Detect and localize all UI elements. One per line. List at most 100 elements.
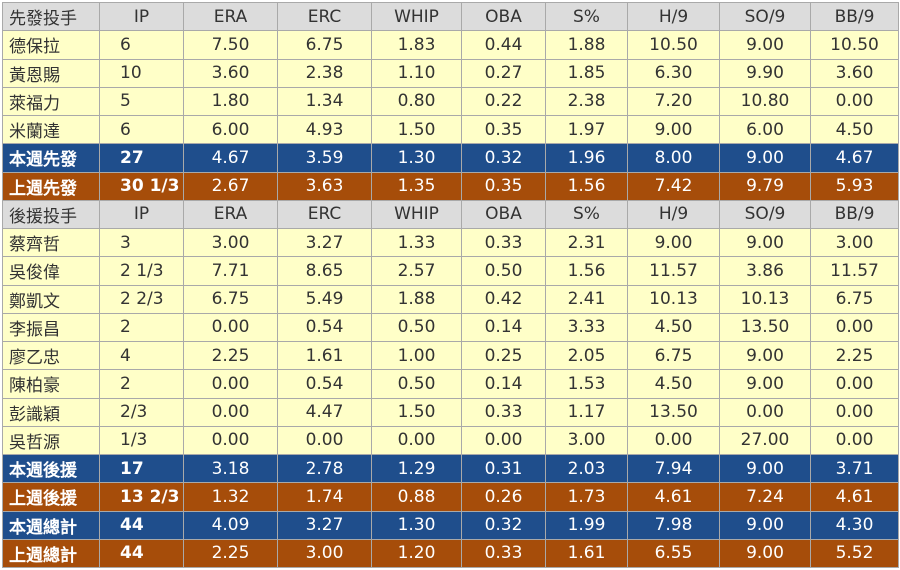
stat-era-cell: 7.50 — [183, 30, 278, 60]
column-header-so9: SO/9 — [719, 1, 811, 32]
stat-erc-cell: 1.34 — [277, 86, 372, 117]
pitcher-name-cell: 德保拉 — [2, 30, 100, 60]
stat-ip-cell: 2 — [99, 369, 184, 399]
stat-h9-cell: 9.00 — [627, 227, 720, 258]
stat-bb9-cell: 3.71 — [810, 453, 899, 484]
stat-whip-cell: 1.50 — [371, 397, 462, 427]
stat-erc-cell: 1.74 — [277, 482, 372, 512]
pitcher-name-cell: 廖乙忠 — [2, 340, 100, 371]
stat-h9-cell: 6.30 — [627, 58, 720, 88]
pitcher-name-cell: 吳哲源 — [2, 425, 100, 456]
stat-h9-cell: 4.50 — [627, 369, 720, 399]
stat-era-cell: 1.32 — [183, 482, 278, 512]
group-header-label: 先發投手 — [2, 1, 100, 32]
stat-ip-cell: 44 — [99, 538, 184, 569]
pitcher-name-cell: 李振昌 — [2, 312, 100, 343]
stat-whip-cell: 1.88 — [371, 284, 462, 314]
stat-bb9-cell: 2.25 — [810, 340, 899, 371]
stat-bb9-cell: 4.50 — [810, 114, 899, 145]
stat-era-cell: 4.09 — [183, 510, 278, 540]
stat-erc-cell: 0.54 — [277, 369, 372, 399]
stat-erc-cell: 8.65 — [277, 256, 372, 286]
stat-ip-cell: 1/3 — [99, 425, 184, 456]
starters-this-week-row: 本週先發 27 4.67 3.59 1.30 0.32 1.96 8.00 9.00 4.67 — [2, 143, 899, 173]
stat-erc-cell: 4.47 — [277, 397, 372, 427]
stat-s-pct-cell: 1.85 — [545, 58, 628, 88]
stat-s-pct-cell: 1.99 — [545, 510, 628, 540]
stat-era-cell: 0.00 — [183, 312, 278, 343]
stat-h9-cell: 11.57 — [627, 256, 720, 286]
stat-h9-cell: 7.20 — [627, 86, 720, 117]
stat-h9-cell: 9.00 — [627, 114, 720, 145]
stat-whip-cell: 1.33 — [371, 227, 462, 258]
stat-oba-cell: 0.22 — [461, 86, 546, 117]
reliever-row: 吳哲源 1/3 0.00 0.00 0.00 0.00 3.00 0.00 27.00 0.00 — [2, 425, 899, 456]
stat-ip-cell: 6 — [99, 30, 184, 60]
column-header-s-pct: S% — [545, 199, 628, 230]
reliever-row: 廖乙忠 4 2.25 1.61 1.00 0.25 2.05 6.75 9.00 2.25 — [2, 340, 899, 371]
stat-bb9-cell: 3.60 — [810, 58, 899, 88]
starter-row: 米蘭達 6 6.00 4.93 1.50 0.35 1.97 9.00 6.00 4.50 — [2, 114, 899, 145]
stat-h9-cell: 6.75 — [627, 340, 720, 371]
stat-erc-cell: 5.49 — [277, 284, 372, 314]
column-header-oba: OBA — [461, 199, 546, 230]
column-header-whip: WHIP — [371, 199, 462, 230]
column-header-era: ERA — [183, 1, 278, 32]
stat-oba-cell: 0.35 — [461, 114, 546, 145]
stat-ip-cell: 6 — [99, 114, 184, 145]
relievers-last-week-row: 上週後援 13 2/3 1.32 1.74 0.88 0.26 1.73 4.61 7.24 4.… — [2, 482, 899, 512]
stat-s-pct-cell: 1.56 — [545, 171, 628, 201]
stat-erc-cell: 3.59 — [277, 143, 372, 173]
stat-h9-cell: 4.50 — [627, 312, 720, 343]
stat-bb9-cell: 5.52 — [810, 538, 899, 569]
stat-h9-cell: 0.00 — [627, 425, 720, 456]
stat-oba-cell: 0.44 — [461, 30, 546, 60]
stat-s-pct-cell: 1.61 — [545, 538, 628, 569]
stat-bb9-cell: 5.93 — [810, 171, 899, 201]
stat-whip-cell: 0.50 — [371, 312, 462, 343]
stat-whip-cell: 1.35 — [371, 171, 462, 201]
stat-bb9-cell: 0.00 — [810, 312, 899, 343]
column-header-ip: IP — [99, 199, 184, 230]
stat-so9-cell: 0.00 — [719, 397, 811, 427]
stat-whip-cell: 1.29 — [371, 453, 462, 484]
pitcher-name-cell: 米蘭達 — [2, 114, 100, 145]
stat-oba-cell: 0.27 — [461, 58, 546, 88]
stat-ip-cell: 17 — [99, 453, 184, 484]
stat-so9-cell: 9.79 — [719, 171, 811, 201]
stat-ip-cell: 2/3 — [99, 397, 184, 427]
stat-s-pct-cell: 1.56 — [545, 256, 628, 286]
stat-oba-cell: 0.32 — [461, 510, 546, 540]
stat-whip-cell: 0.88 — [371, 482, 462, 512]
pitcher-name-cell: 上週後援 — [2, 482, 100, 512]
stat-ip-cell: 30 1/3 — [99, 171, 184, 201]
stat-oba-cell: 0.26 — [461, 482, 546, 512]
pitcher-name-cell: 上週先發 — [2, 171, 100, 201]
stat-era-cell: 4.67 — [183, 143, 278, 173]
stat-h9-cell: 7.42 — [627, 171, 720, 201]
starters-header-row: 先發投手 IP ERA ERC WHIP OBA S% H/9 SO/9 BB/9 — [2, 1, 899, 32]
stat-oba-cell: 0.00 — [461, 425, 546, 456]
stat-bb9-cell: 0.00 — [810, 86, 899, 117]
stat-s-pct-cell: 1.17 — [545, 397, 628, 427]
stat-erc-cell: 1.61 — [277, 340, 372, 371]
stat-so9-cell: 9.00 — [719, 369, 811, 399]
pitcher-name-cell: 彭識穎 — [2, 397, 100, 427]
stat-so9-cell: 10.13 — [719, 284, 811, 314]
stat-erc-cell: 2.78 — [277, 453, 372, 484]
pitcher-name-cell: 鄭凱文 — [2, 284, 100, 314]
stat-so9-cell: 9.00 — [719, 510, 811, 540]
stat-h9-cell: 10.13 — [627, 284, 720, 314]
stat-ip-cell: 10 — [99, 58, 184, 88]
stat-whip-cell: 2.57 — [371, 256, 462, 286]
pitcher-name-cell: 萊福力 — [2, 86, 100, 117]
column-header-so9: SO/9 — [719, 199, 811, 230]
stat-ip-cell: 2 2/3 — [99, 284, 184, 314]
stat-s-pct-cell: 2.03 — [545, 453, 628, 484]
stat-erc-cell: 0.54 — [277, 312, 372, 343]
stat-h9-cell: 4.61 — [627, 482, 720, 512]
stat-so9-cell: 6.00 — [719, 114, 811, 145]
stat-s-pct-cell: 1.73 — [545, 482, 628, 512]
stat-s-pct-cell: 3.33 — [545, 312, 628, 343]
stat-s-pct-cell: 2.31 — [545, 227, 628, 258]
